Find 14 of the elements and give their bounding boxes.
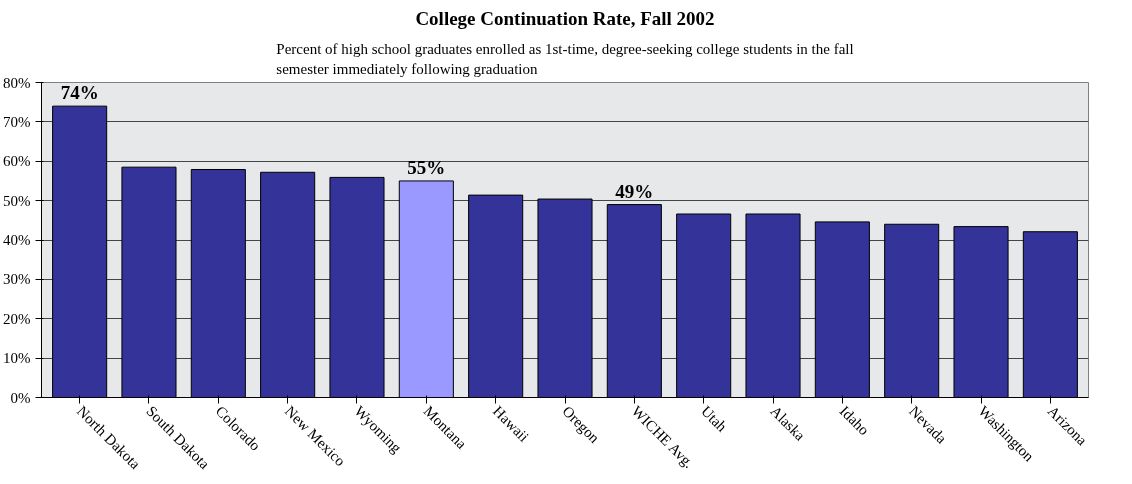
y-tick-label: 0% (10, 389, 31, 406)
y-tick-label: 70% (3, 113, 31, 130)
data-label: 55% (407, 156, 446, 178)
y-tick-label: 50% (3, 192, 31, 209)
y-tick-label: 80% (3, 74, 31, 91)
chart-subtitle: Percent of high school graduates enrolled as 1st-time, degree-seeking college students in the fall semester immediately following graduation (276, 40, 854, 78)
y-tick-label: 60% (3, 153, 31, 170)
chart-title: College Continuation Rate, Fall 2002 (415, 7, 715, 29)
y-tick-label: 10% (3, 350, 31, 367)
y-tick-label: 20% (3, 310, 31, 327)
data-label: 49% (615, 180, 654, 202)
data-label: 74% (60, 82, 99, 104)
y-tick-label: 40% (3, 232, 31, 248)
y-tick-label: 30% (3, 271, 31, 288)
